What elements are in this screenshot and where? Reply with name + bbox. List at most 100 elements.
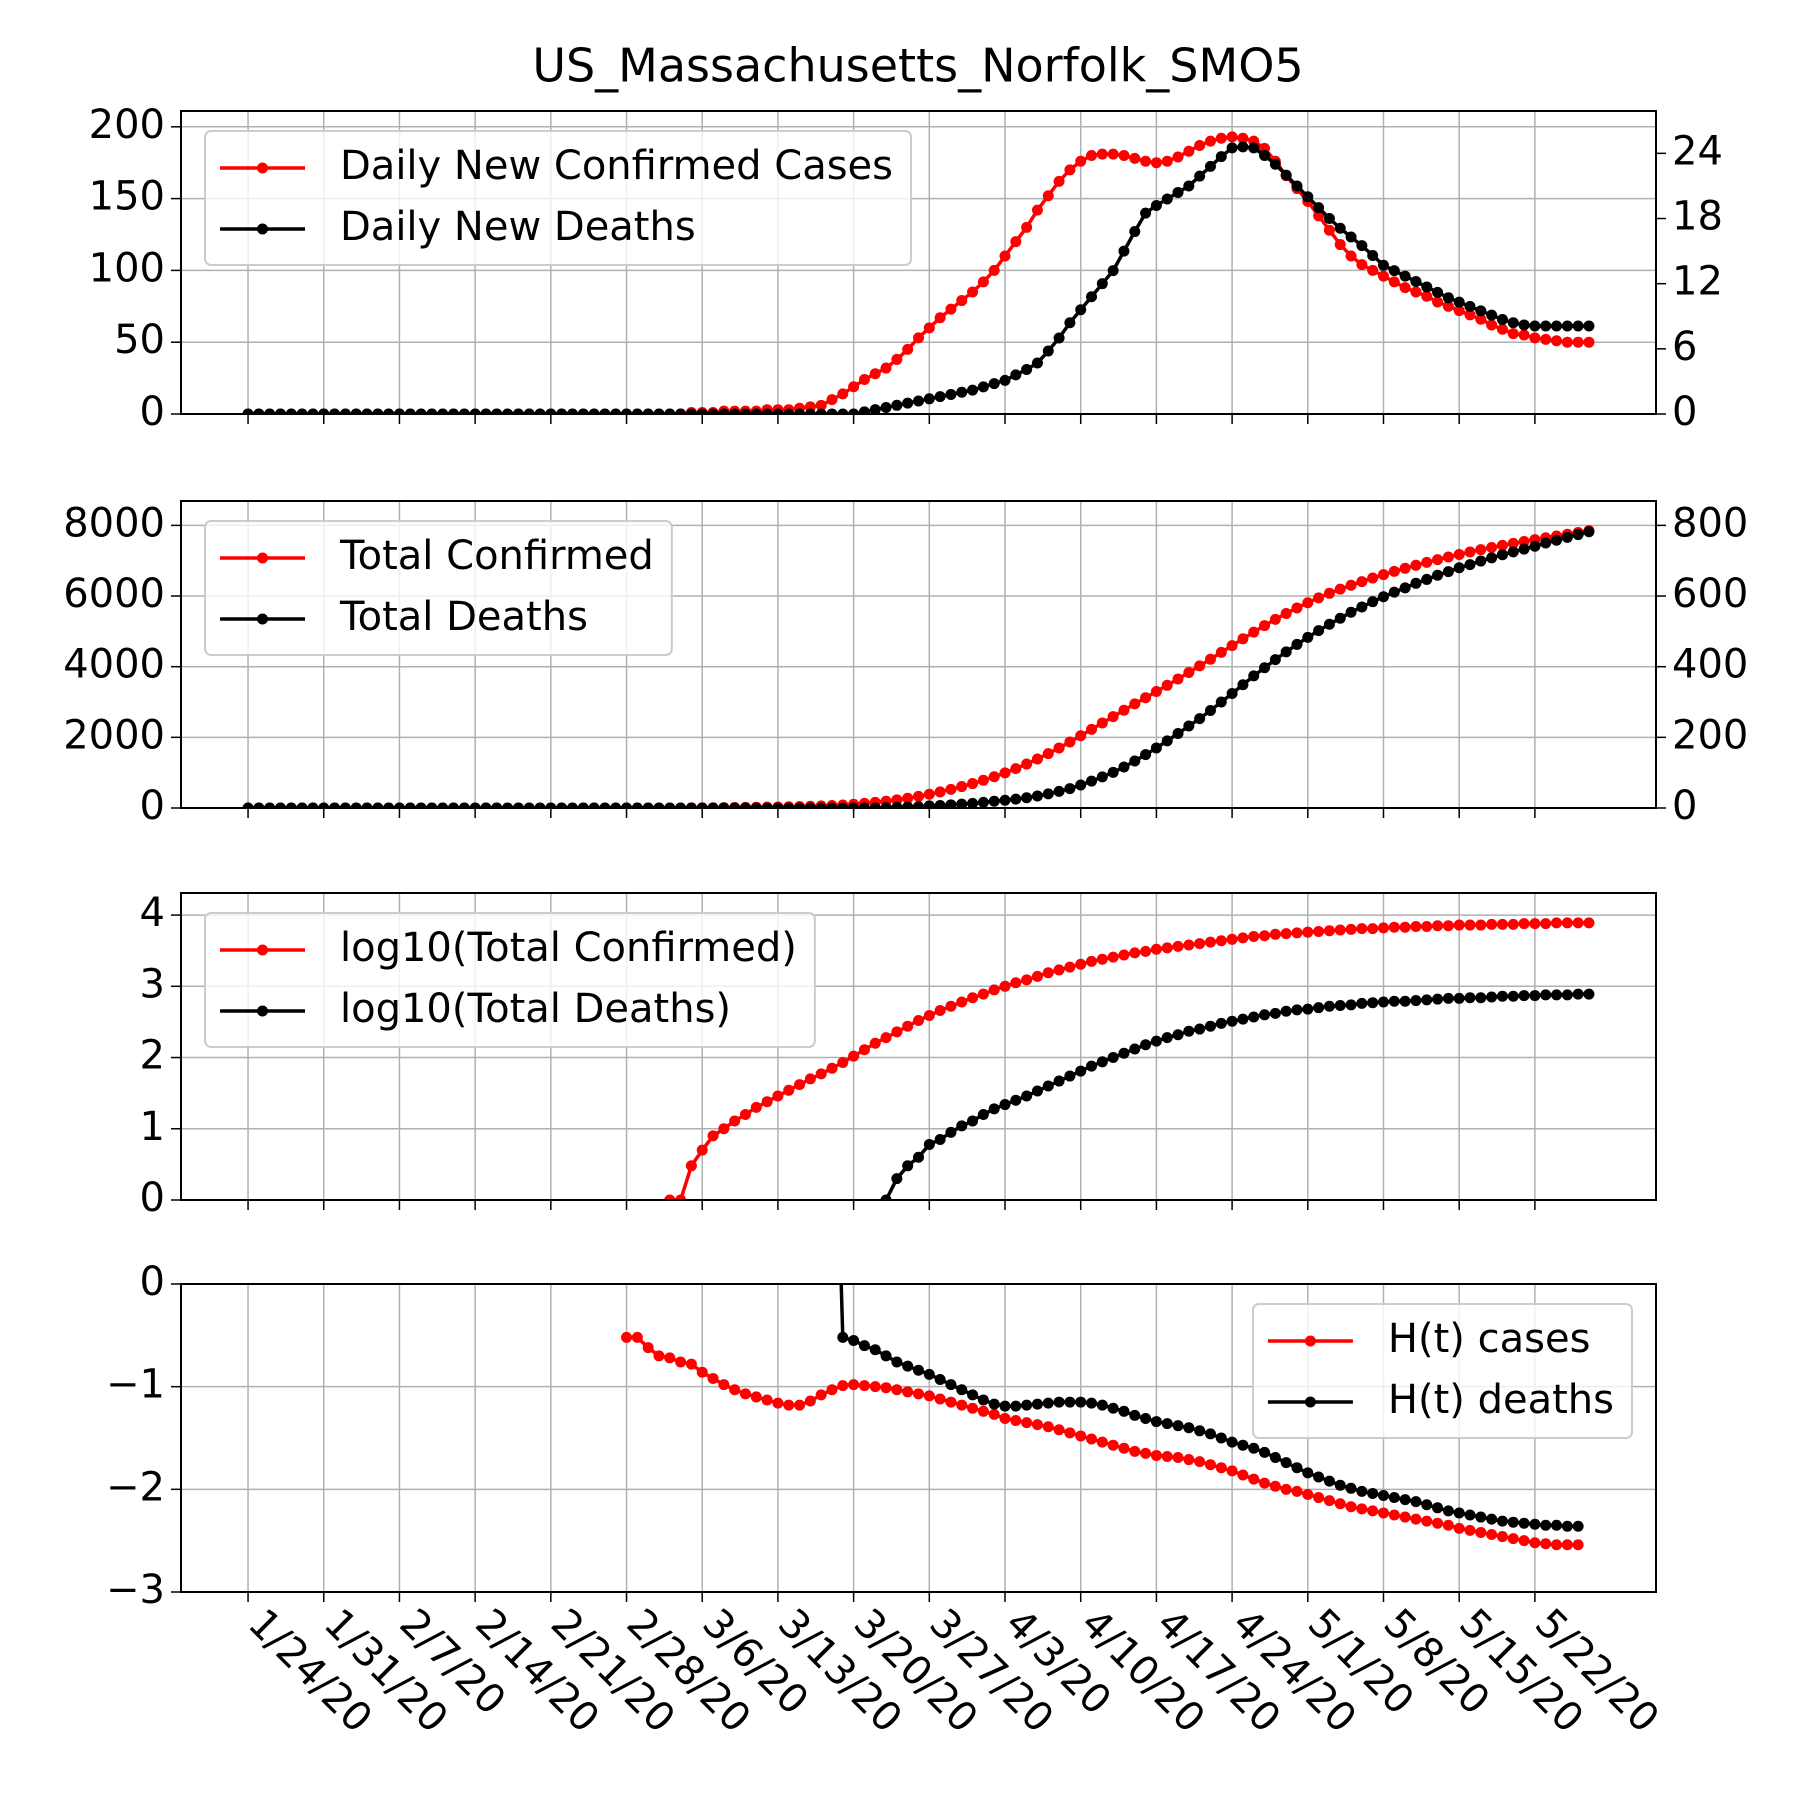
series-marker bbox=[1432, 569, 1444, 581]
series-marker bbox=[1031, 357, 1043, 369]
series-marker bbox=[1486, 991, 1498, 1003]
series-marker bbox=[1118, 1405, 1130, 1417]
series-marker bbox=[1215, 935, 1227, 947]
series-marker bbox=[1291, 1004, 1303, 1016]
series-marker bbox=[1248, 930, 1260, 942]
series-marker bbox=[1096, 1436, 1108, 1448]
series-marker bbox=[653, 1350, 665, 1362]
plot-area bbox=[621, 1284, 1584, 1551]
series-marker bbox=[1237, 633, 1249, 645]
series-marker bbox=[945, 799, 957, 808]
y-tick-label: 50 bbox=[114, 317, 165, 363]
series-marker bbox=[545, 802, 557, 808]
series-marker bbox=[1226, 688, 1238, 700]
series-marker bbox=[1075, 304, 1087, 316]
series-marker bbox=[1172, 673, 1184, 685]
series-marker bbox=[858, 374, 870, 386]
series-marker bbox=[1194, 1023, 1206, 1035]
series-marker bbox=[1410, 995, 1422, 1007]
series-marker bbox=[1421, 573, 1433, 585]
series-marker bbox=[837, 1331, 849, 1343]
series-marker bbox=[1313, 925, 1325, 937]
y-tick-label: 0 bbox=[140, 1175, 165, 1221]
series-marker bbox=[1583, 320, 1595, 332]
series-marker bbox=[1475, 1526, 1487, 1538]
legend-marker bbox=[257, 552, 268, 564]
series-marker bbox=[1161, 735, 1173, 747]
series-marker bbox=[1496, 1531, 1508, 1543]
series-marker bbox=[1075, 730, 1087, 742]
series-marker bbox=[945, 1126, 957, 1138]
series-marker bbox=[675, 408, 687, 414]
series-marker bbox=[1356, 997, 1368, 1009]
series-marker bbox=[869, 368, 881, 380]
series-marker bbox=[1064, 317, 1076, 329]
series-marker bbox=[1388, 586, 1400, 598]
series-marker bbox=[1172, 727, 1184, 739]
y2-tick-label: 6 bbox=[1672, 324, 1697, 370]
y-tick-label: 4000 bbox=[63, 642, 165, 688]
y2-tick-label: 24 bbox=[1672, 128, 1723, 174]
series-marker bbox=[1280, 1483, 1292, 1495]
series-marker bbox=[1096, 771, 1108, 783]
series-marker bbox=[1356, 259, 1368, 271]
series-marker bbox=[1237, 1469, 1249, 1481]
series-marker bbox=[1280, 646, 1292, 658]
series-marker bbox=[1042, 1397, 1054, 1409]
series-marker bbox=[1367, 923, 1379, 935]
legend-label: Total Confirmed bbox=[339, 533, 654, 579]
series-marker bbox=[1010, 793, 1022, 805]
series-marker bbox=[1021, 758, 1033, 770]
series-marker bbox=[848, 1379, 860, 1391]
series-marker bbox=[1248, 142, 1260, 154]
series-marker bbox=[1302, 926, 1314, 938]
series-marker bbox=[1432, 296, 1444, 308]
series-marker bbox=[1583, 917, 1595, 929]
series-marker bbox=[1161, 155, 1173, 167]
series-marker bbox=[1367, 1487, 1379, 1499]
series-marker bbox=[1475, 992, 1487, 1004]
series-marker bbox=[934, 312, 946, 324]
series-marker bbox=[1194, 660, 1206, 672]
series-marker bbox=[967, 1115, 979, 1127]
series-marker bbox=[588, 408, 600, 414]
series-marker bbox=[804, 1073, 816, 1085]
series-line bbox=[839, 1284, 1579, 1529]
series-marker bbox=[1053, 1075, 1065, 1087]
series-marker bbox=[264, 408, 276, 414]
series-marker bbox=[1583, 988, 1595, 1000]
series-marker bbox=[1064, 1396, 1076, 1408]
series-marker bbox=[858, 1380, 870, 1392]
series-marker bbox=[729, 802, 741, 808]
series-marker bbox=[621, 802, 633, 808]
series-marker bbox=[858, 1044, 870, 1056]
series-marker bbox=[1129, 1043, 1141, 1055]
series-marker bbox=[869, 1381, 881, 1393]
series-marker bbox=[848, 1050, 860, 1062]
series-marker bbox=[1551, 1519, 1563, 1531]
series-marker bbox=[1486, 1529, 1498, 1541]
series-marker bbox=[1334, 239, 1346, 251]
series-marker bbox=[923, 1010, 935, 1022]
series-marker bbox=[1421, 1499, 1433, 1511]
series-marker bbox=[1183, 180, 1195, 192]
legend-box bbox=[204, 520, 673, 656]
series-marker bbox=[1507, 546, 1519, 558]
series-marker bbox=[1399, 562, 1411, 574]
legend-entry: H(t) deaths bbox=[1267, 1377, 1614, 1423]
series-marker bbox=[285, 802, 297, 808]
series-marker bbox=[1540, 537, 1552, 549]
series-marker bbox=[599, 802, 611, 808]
series-marker bbox=[1140, 692, 1152, 704]
series-marker bbox=[1021, 792, 1033, 804]
legend-label: Daily New Deaths bbox=[340, 204, 696, 250]
series-marker bbox=[1561, 989, 1573, 1001]
series-marker bbox=[902, 1160, 914, 1172]
series-marker bbox=[1031, 1398, 1043, 1410]
series-marker bbox=[1140, 1447, 1152, 1459]
series-marker bbox=[1129, 698, 1141, 710]
series-marker bbox=[502, 802, 514, 808]
series-marker bbox=[264, 802, 276, 808]
series-marker bbox=[1042, 1080, 1054, 1092]
series-marker bbox=[1150, 686, 1162, 698]
